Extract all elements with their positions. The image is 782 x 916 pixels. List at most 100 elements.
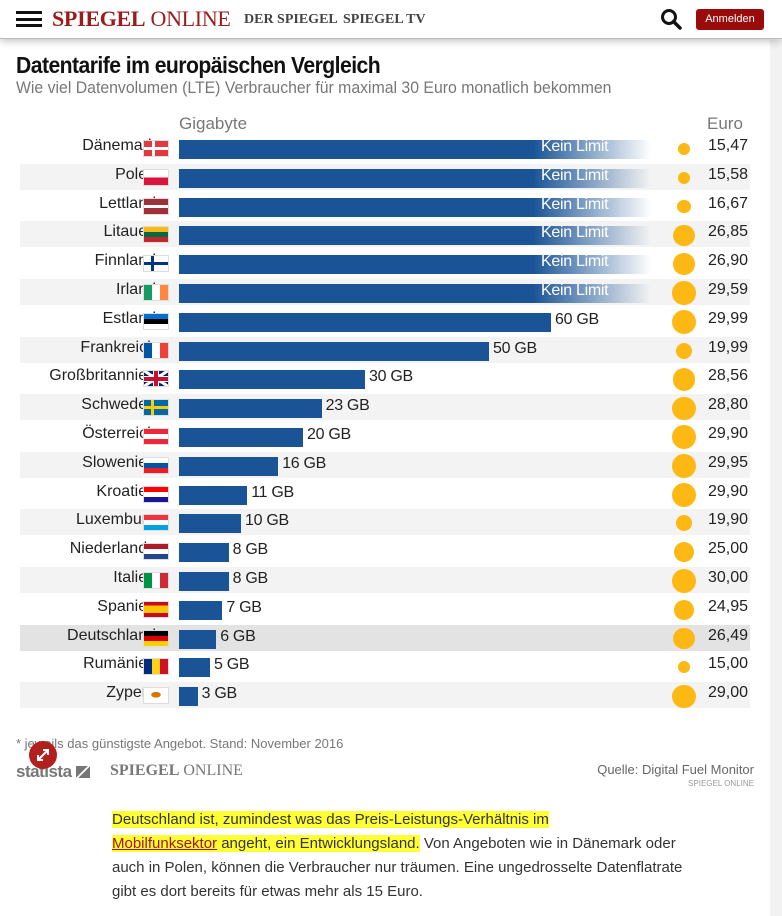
price-dot [673, 627, 695, 650]
price-dot [672, 425, 696, 449]
country-label: Österreich [82, 425, 156, 442]
flag-it-icon [143, 572, 169, 589]
flag-at-icon [143, 428, 169, 445]
bar-value-label: Kein Limit [541, 224, 609, 242]
country-label: Niederlande [69, 540, 156, 558]
country-label: Schweden [81, 396, 156, 414]
flag-cy-icon [143, 687, 169, 705]
flag-nl-icon [143, 543, 169, 561]
price-dot [672, 367, 696, 391]
country-label: Spanien [97, 597, 156, 615]
login-button[interactable]: Anmelden [696, 9, 764, 30]
price-dot [672, 684, 696, 708]
chart-row: Frankreich 50 GB 19,99 [20, 336, 750, 363]
spiegel-online-logo[interactable]: SPIEGEL ONLINE [52, 6, 231, 32]
bar-value-label: 60 GB [555, 310, 599, 328]
flag-es-icon [143, 600, 169, 618]
scrollbar-track[interactable] [770, 40, 782, 916]
chart-subtitle: Wie viel Datenvolumen (LTE) Verbraucher … [16, 78, 612, 97]
flag-pl-icon [143, 168, 169, 186]
spiegel-footer-logo: SPIEGEL ONLINE [110, 762, 243, 780]
flag-gb-icon [143, 370, 169, 388]
expand-arrows-icon [37, 749, 49, 761]
price-label: 28,80 [707, 396, 748, 414]
bar-value-label: Kein Limit [541, 195, 609, 213]
price-label: 26,85 [707, 223, 748, 241]
expand-button[interactable] [29, 741, 57, 769]
bar [179, 399, 322, 419]
flag-lu-icon [143, 514, 169, 532]
country-label: Deutschland [67, 626, 156, 644]
price-label: 26,49 [707, 626, 748, 644]
flag-se-icon [143, 399, 169, 417]
nav-link-spiegel-tv[interactable]: SPIEGEL TV [343, 12, 426, 27]
bar-value-label: 11 GB [251, 483, 294, 501]
flag-ro-icon [143, 658, 169, 676]
country-label: Luxemburg [75, 511, 156, 529]
search-icon[interactable] [660, 8, 682, 30]
price-dot [678, 661, 690, 674]
bar-value-label: 5 GB [214, 656, 250, 674]
flag-fr-icon [143, 341, 169, 359]
price-dot [674, 599, 694, 620]
country-label: Litauen [103, 223, 157, 241]
hamburger-icon[interactable] [16, 11, 42, 27]
bar [179, 687, 198, 707]
bar [179, 140, 651, 159]
footer-brand-light: ONLINE [183, 762, 243, 779]
price-label: 19,99 [707, 338, 748, 356]
bar [179, 485, 248, 505]
price-label: 29,90 [707, 482, 748, 500]
bar-value-label: 6 GB [220, 627, 256, 645]
country-label: Rumänien [83, 655, 156, 673]
article-paragraph: Deutschland ist, zumindest was das Preis… [112, 808, 692, 904]
price-dot [677, 142, 691, 156]
bar [179, 428, 303, 447]
flag-ee-icon [143, 312, 169, 330]
price-dot [672, 396, 696, 420]
price-label: 19,90 [707, 511, 748, 529]
bar [179, 255, 651, 275]
top-navigation-bar: SPIEGEL ONLINE DER SPIEGEL SPIEGEL TV An… [0, 0, 782, 39]
chart-row: Polen Kein Limit 15,58 [20, 163, 750, 190]
bar-value-label: 20 GB [307, 426, 351, 443]
country-label: Dänemark [82, 137, 156, 154]
mobilfunksektor-link[interactable]: Mobilfunksektor [112, 835, 218, 852]
statista-mark-icon [75, 766, 90, 778]
chart-row: Italien 8 GB 30,00 [20, 567, 750, 593]
price-label: 16,67 [707, 194, 748, 212]
bar-value-label: Kein Limit [541, 253, 609, 271]
nav-link-der-spiegel[interactable]: DER SPIEGEL [244, 12, 338, 27]
logo-bold: SPIEGEL [52, 6, 146, 31]
price-label: 15,00 [707, 655, 748, 673]
chart-row: Österreich 20 GB 29,90 [20, 423, 750, 449]
bar-value-label: 10 GB [245, 512, 289, 530]
price-dot [676, 515, 692, 532]
article-text-1: Deutschland ist, zumindest was das Preis… [112, 811, 549, 828]
bar-value-label: 8 GB [232, 570, 269, 587]
price-label: 28,56 [707, 367, 748, 385]
price-dot [677, 199, 691, 214]
footer-brand-bold: SPIEGEL [110, 762, 180, 779]
bar [179, 629, 217, 649]
chart-row: Estland 60 GB 29,99 [20, 308, 750, 334]
statista-text: statista [16, 762, 72, 781]
source-sub: SPIEGEL ONLINE [688, 779, 754, 788]
country-label: Slowenien [82, 453, 156, 471]
bar-value-label: 3 GB [201, 685, 238, 703]
bar-value-label: 30 GB [369, 368, 413, 386]
price-label: 26,90 [707, 252, 748, 270]
country-label: Kroatien [96, 482, 156, 500]
logo-light: ONLINE [150, 6, 231, 31]
price-dot [672, 309, 696, 334]
bar-value-label: Kein Limit [541, 166, 609, 184]
chart-row: Schweden 23 GB 28,80 [20, 394, 750, 421]
price-axis-label: Euro [707, 114, 743, 133]
price-label: 29,95 [707, 453, 748, 471]
chart-row: Irland Kein Limit 29,59 [20, 279, 750, 305]
bar [179, 658, 210, 678]
chart-row: Litauen Kein Limit 26,85 [20, 221, 750, 248]
chart-row: Lettland Kein Limit 16,67 [20, 193, 750, 219]
bar [179, 312, 551, 332]
price-label: 15,47 [707, 137, 748, 154]
